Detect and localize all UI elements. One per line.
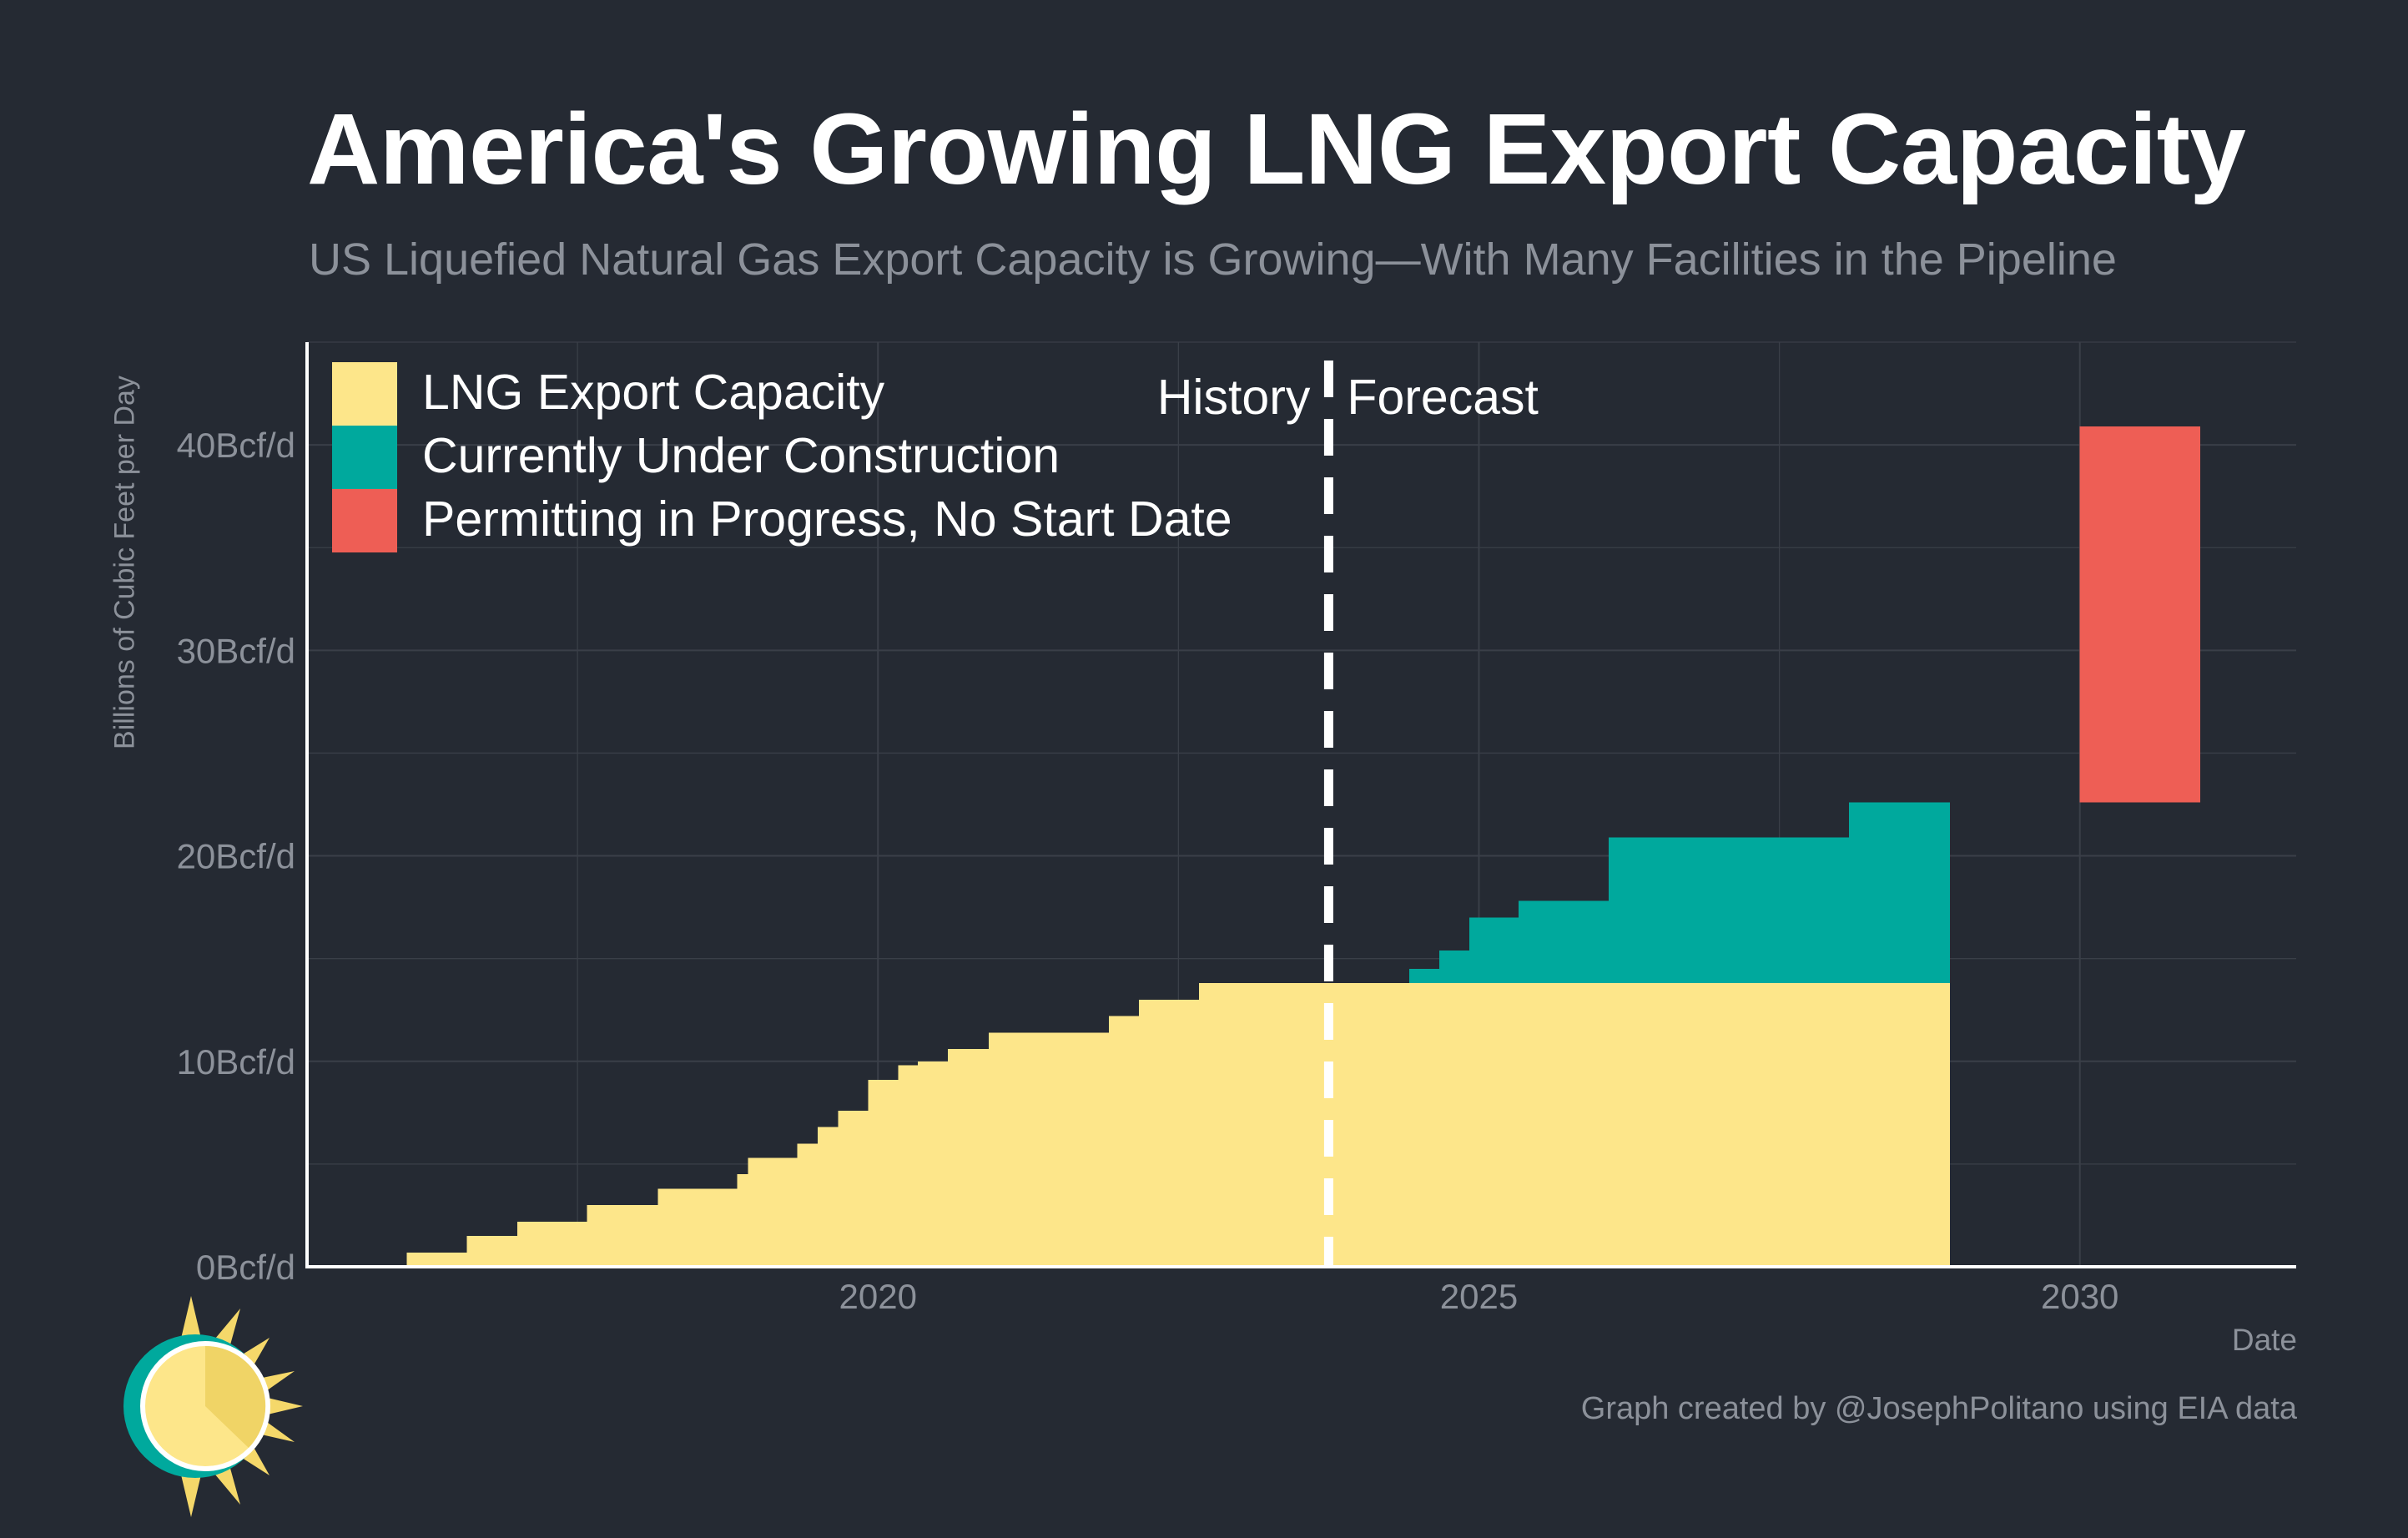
source-credit: Graph created by @JosephPolitano using E… [1580, 1391, 2297, 1426]
bar-capacity [818, 1127, 839, 1267]
history-label: History [1157, 370, 1311, 425]
chart-title: America's Growing LNG Export Capacity [307, 92, 2246, 205]
y-tick-label: 0Bcf/d [196, 1248, 295, 1287]
bars-layer [406, 426, 2200, 1267]
legend-swatch [332, 426, 397, 489]
legend-label: LNG Export Capacity [422, 365, 885, 420]
y-tick-label: 30Bcf/d [177, 631, 295, 670]
x-tick-label: 2020 [839, 1277, 917, 1316]
bar-permitting [2079, 426, 2200, 803]
bar-capacity [898, 1065, 918, 1267]
bar-capacity [947, 1049, 989, 1267]
bar-capacity [917, 1061, 948, 1267]
bar-construction [1519, 900, 1610, 984]
bar-construction [1849, 802, 1951, 984]
bar-capacity [657, 1188, 738, 1267]
y-tick-label: 20Bcf/d [177, 837, 295, 876]
chart-subtitle: US Liquefied Natural Gas Export Capacity… [309, 234, 2117, 285]
bar-capacity [587, 1205, 658, 1267]
legend-label: Currently Under Construction [422, 428, 1060, 483]
bar-capacity [797, 1143, 819, 1267]
bar-capacity [517, 1221, 587, 1267]
bar-capacity [1198, 983, 1951, 1267]
legend-label: Permitting in Progress, No Start Date [422, 492, 1232, 547]
bar-construction [1438, 950, 1469, 984]
x-axis-title: Date [2231, 1323, 2297, 1357]
bar-capacity [1108, 1016, 1139, 1267]
bar-capacity [838, 1110, 869, 1267]
annotation-layer: History Forecast [1157, 361, 1539, 1267]
bar-capacity [737, 1174, 748, 1267]
bar-capacity [988, 1032, 1109, 1267]
bar-capacity [406, 1252, 467, 1267]
bar-capacity [466, 1236, 518, 1267]
bar-construction [1408, 968, 1439, 984]
bar-construction [1468, 917, 1519, 984]
axis-layer: 0Bcf/d 10Bcf/d 20Bcf/d 30Bcf/d 40Bcf/d 2020 20… [177, 342, 2296, 1316]
y-tick-label: 40Bcf/d [177, 426, 295, 465]
y-tick-label: 10Bcf/d [177, 1042, 295, 1082]
sun-logo-icon [123, 1296, 303, 1517]
bar-capacity [748, 1157, 798, 1267]
legend-swatch [332, 489, 397, 552]
bar-capacity [1138, 999, 1199, 1267]
x-tick-label: 2025 [1440, 1277, 1518, 1316]
legend: LNG Export Capacity Currently Under Const… [332, 362, 1232, 552]
x-tick-label: 2030 [2041, 1277, 2118, 1316]
bar-construction [1609, 837, 1850, 984]
y-axis-title: Billions of Cubic Feet per Day [108, 376, 141, 749]
legend-swatch [332, 362, 397, 426]
forecast-label: Forecast [1347, 370, 1539, 425]
bar-capacity [868, 1079, 899, 1267]
